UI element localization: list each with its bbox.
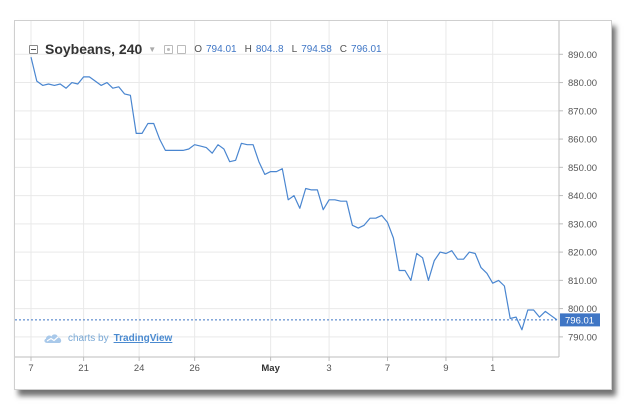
symbol-title[interactable]: Soybeans, 240 [45,41,143,57]
x-axis-ticks: 7 21 24 26 May 3 7 9 1 [28,357,495,374]
y-tick-label: 870.00 [568,106,597,117]
chart-legend: Soybeans, 240 ▼ O 794.01 H 804..8 L 794.… [29,41,382,57]
x-tick-label: 21 [78,363,89,374]
branding[interactable]: charts by TradingView [43,332,172,344]
x-tick-label: 26 [189,363,200,374]
visibility-icon[interactable] [164,44,174,54]
y-tick-label: 880.00 [568,78,597,89]
x-tick-label: 7 [28,363,33,374]
close-value: 796.01 [351,43,382,55]
close-label: C [339,43,348,55]
x-tick-label: 3 [326,363,331,374]
open-value: 794.01 [205,43,237,55]
vertical-gridlines [30,21,494,357]
y-tick-label: 840.00 [568,191,597,202]
collapse-legend-icon[interactable] [29,44,38,54]
chevron-down-icon[interactable]: ▼ [148,44,157,54]
y-axis-ticks: 790.00 800.00 810.00 820.00 830.00 840.00 850.… [559,50,597,343]
x-tick-label: 9 [443,363,448,374]
high-value: 804..8 [255,43,284,55]
low-value: 794.58 [301,43,332,55]
x-tick-label: May [261,363,280,374]
x-tick-label: 7 [385,363,390,374]
chart-widget: 790.00 800.00 810.00 820.00 830.00 840.00 850.… [14,20,612,390]
low-label: L [291,43,298,55]
x-tick-label: 1 [490,363,495,374]
last-price-tag: 796.01 [560,313,600,327]
price-chart: 790.00 800.00 810.00 820.00 830.00 840.00 850.… [15,21,600,374]
cloud-logo-icon [44,334,62,343]
series-line [30,56,558,331]
y-tick-label: 790.00 [568,332,597,343]
last-price-tag-bg [560,313,600,327]
x-tick-label: 24 [134,363,145,374]
settings-icon[interactable] [177,44,187,54]
y-tick-label: 800.00 [568,304,597,315]
y-tick-label: 850.00 [568,163,597,174]
y-tick-label: 890.00 [568,50,597,61]
y-tick-label: 810.00 [568,276,597,287]
y-tick-label: 860.00 [568,135,597,146]
branding-link[interactable]: TradingView [113,332,173,344]
y-tick-label: 820.00 [568,248,597,259]
open-label: O [194,43,202,55]
last-price-tag-label: 796.01 [565,315,594,326]
y-tick-label: 830.00 [568,219,597,230]
high-label: H [244,43,252,55]
branding-prefix: charts by [68,332,109,344]
